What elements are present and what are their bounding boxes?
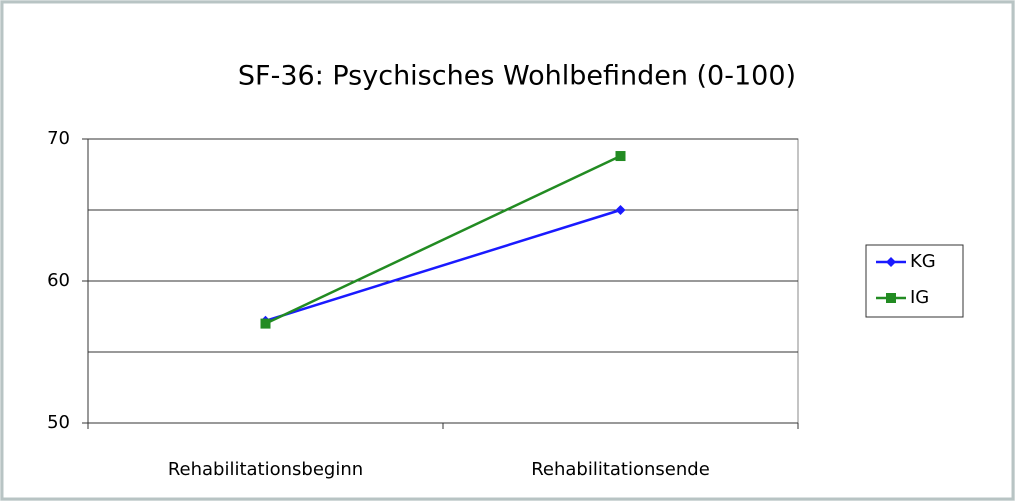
y-tick-label: 50 [47, 412, 70, 433]
x-tick-label: Rehabilitationsende [531, 459, 710, 480]
legend [865, 244, 964, 318]
marker [615, 151, 626, 162]
legend-label: IG [910, 287, 929, 308]
y-tick-label: 60 [47, 270, 70, 291]
x-tick-label: Rehabilitationsbeginn [168, 459, 363, 480]
series-line [264, 154, 622, 325]
marker [260, 318, 271, 329]
marker [615, 205, 626, 215]
legend-marker [886, 293, 896, 303]
series-line [265, 208, 621, 322]
legend-label: KG [910, 251, 936, 272]
chart-title: SF-36: Psychisches Wohlbefinden (0-100) [238, 61, 796, 92]
legend-marker [886, 257, 896, 267]
y-tick-label: 70 [47, 128, 70, 149]
